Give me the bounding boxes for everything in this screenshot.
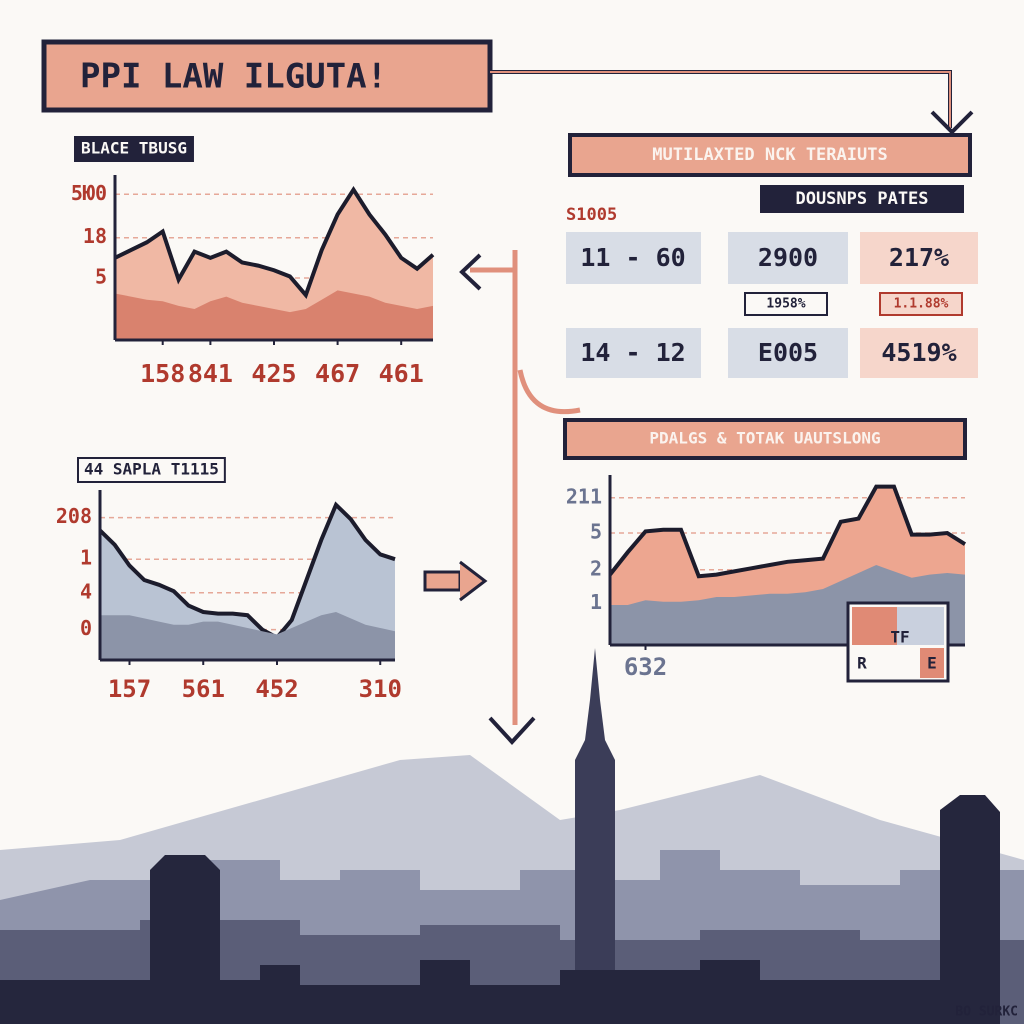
legend-label: R — [857, 654, 867, 673]
stat-box — [728, 328, 848, 378]
x-tick-label: 632 — [624, 653, 667, 681]
stat-box — [860, 328, 978, 378]
stat-value: 4519% — [881, 338, 956, 367]
stats-subheader: DOUSNPS PATES — [795, 189, 928, 209]
chart-title: PDALGS & TOTAK UAUTSLONG — [649, 429, 880, 448]
stat-box — [860, 232, 978, 284]
x-tick-label: 158 — [140, 359, 185, 388]
y-tick-label: 5Ю0 — [71, 181, 107, 205]
stat-box — [566, 232, 701, 284]
chart-title-box — [563, 418, 967, 460]
x-tick-label: 310 — [359, 675, 402, 703]
x-tick-label: 425 — [251, 359, 296, 388]
x-tick-label: 157 — [108, 675, 151, 703]
page-title: PPI LAW ILGUTA! — [80, 57, 387, 97]
stat-value: 11 - 60 — [580, 243, 685, 272]
y-tick-label: 1 — [590, 590, 602, 614]
arrow-head — [488, 716, 536, 745]
arrow — [423, 570, 462, 592]
arrow — [490, 70, 952, 128]
stat-note: 1958% — [766, 297, 805, 312]
y-tick-label: 211 — [566, 484, 602, 508]
line — [608, 484, 967, 579]
stat-value: 217% — [889, 243, 949, 272]
legend-swatch — [920, 648, 944, 678]
arrow — [517, 369, 581, 415]
stat-value: E005 — [758, 338, 818, 367]
y-tick-label: 2 — [590, 556, 602, 580]
stat-value: 2900 — [758, 243, 818, 272]
chart-title: BLACE TBUSG — [81, 139, 187, 158]
stat-note-box — [879, 292, 963, 316]
stat-note: 1.1.88% — [894, 297, 949, 312]
chart-title-box — [74, 136, 194, 162]
footer: BO SURKC — [955, 1005, 1018, 1020]
line — [98, 501, 396, 641]
stat-box — [566, 328, 701, 378]
y-tick-label: 0 — [80, 616, 92, 640]
y-tick-label: 208 — [56, 504, 92, 528]
area — [115, 290, 433, 340]
arrow-head — [930, 110, 974, 135]
line — [114, 185, 435, 299]
stat-value: 14 - 12 — [580, 338, 685, 367]
stat-box — [728, 232, 848, 284]
stats-header-box — [568, 133, 972, 177]
x-tick-label: 841 — [188, 359, 233, 388]
chart-title-box — [77, 457, 226, 483]
x-tick-label: 461 — [379, 359, 424, 388]
chart-title: 44 SAPLA T1115 — [84, 460, 219, 479]
stats-header: MUTILAXTED NCK TERAIUTS — [652, 145, 887, 165]
arrow — [490, 71, 951, 128]
legend-label: TF — [890, 628, 909, 647]
tower — [575, 648, 615, 1024]
building — [940, 795, 1000, 1024]
foreground-skyline — [0, 960, 940, 1024]
legend-swatch — [852, 607, 897, 645]
area — [100, 612, 395, 660]
stat-note-box — [744, 292, 828, 316]
arrow-head — [459, 253, 482, 291]
x-tick-label: 452 — [255, 675, 298, 703]
x-tick-label: 467 — [315, 359, 360, 388]
stats-label: S1005 — [566, 205, 617, 225]
x-tick-label: 561 — [182, 675, 225, 703]
y-tick-label: 1 — [80, 546, 92, 570]
y-tick-label: 18 — [83, 224, 107, 248]
stats-subheader-box — [760, 185, 964, 213]
legend-label: E — [927, 654, 937, 673]
y-tick-label: 5 — [590, 520, 602, 544]
legend-swatch — [897, 607, 944, 645]
y-tick-label: 4 — [80, 579, 92, 603]
y-tick-label: 5 — [95, 265, 107, 289]
title-banner — [41, 39, 493, 113]
arrow-head — [459, 560, 488, 602]
